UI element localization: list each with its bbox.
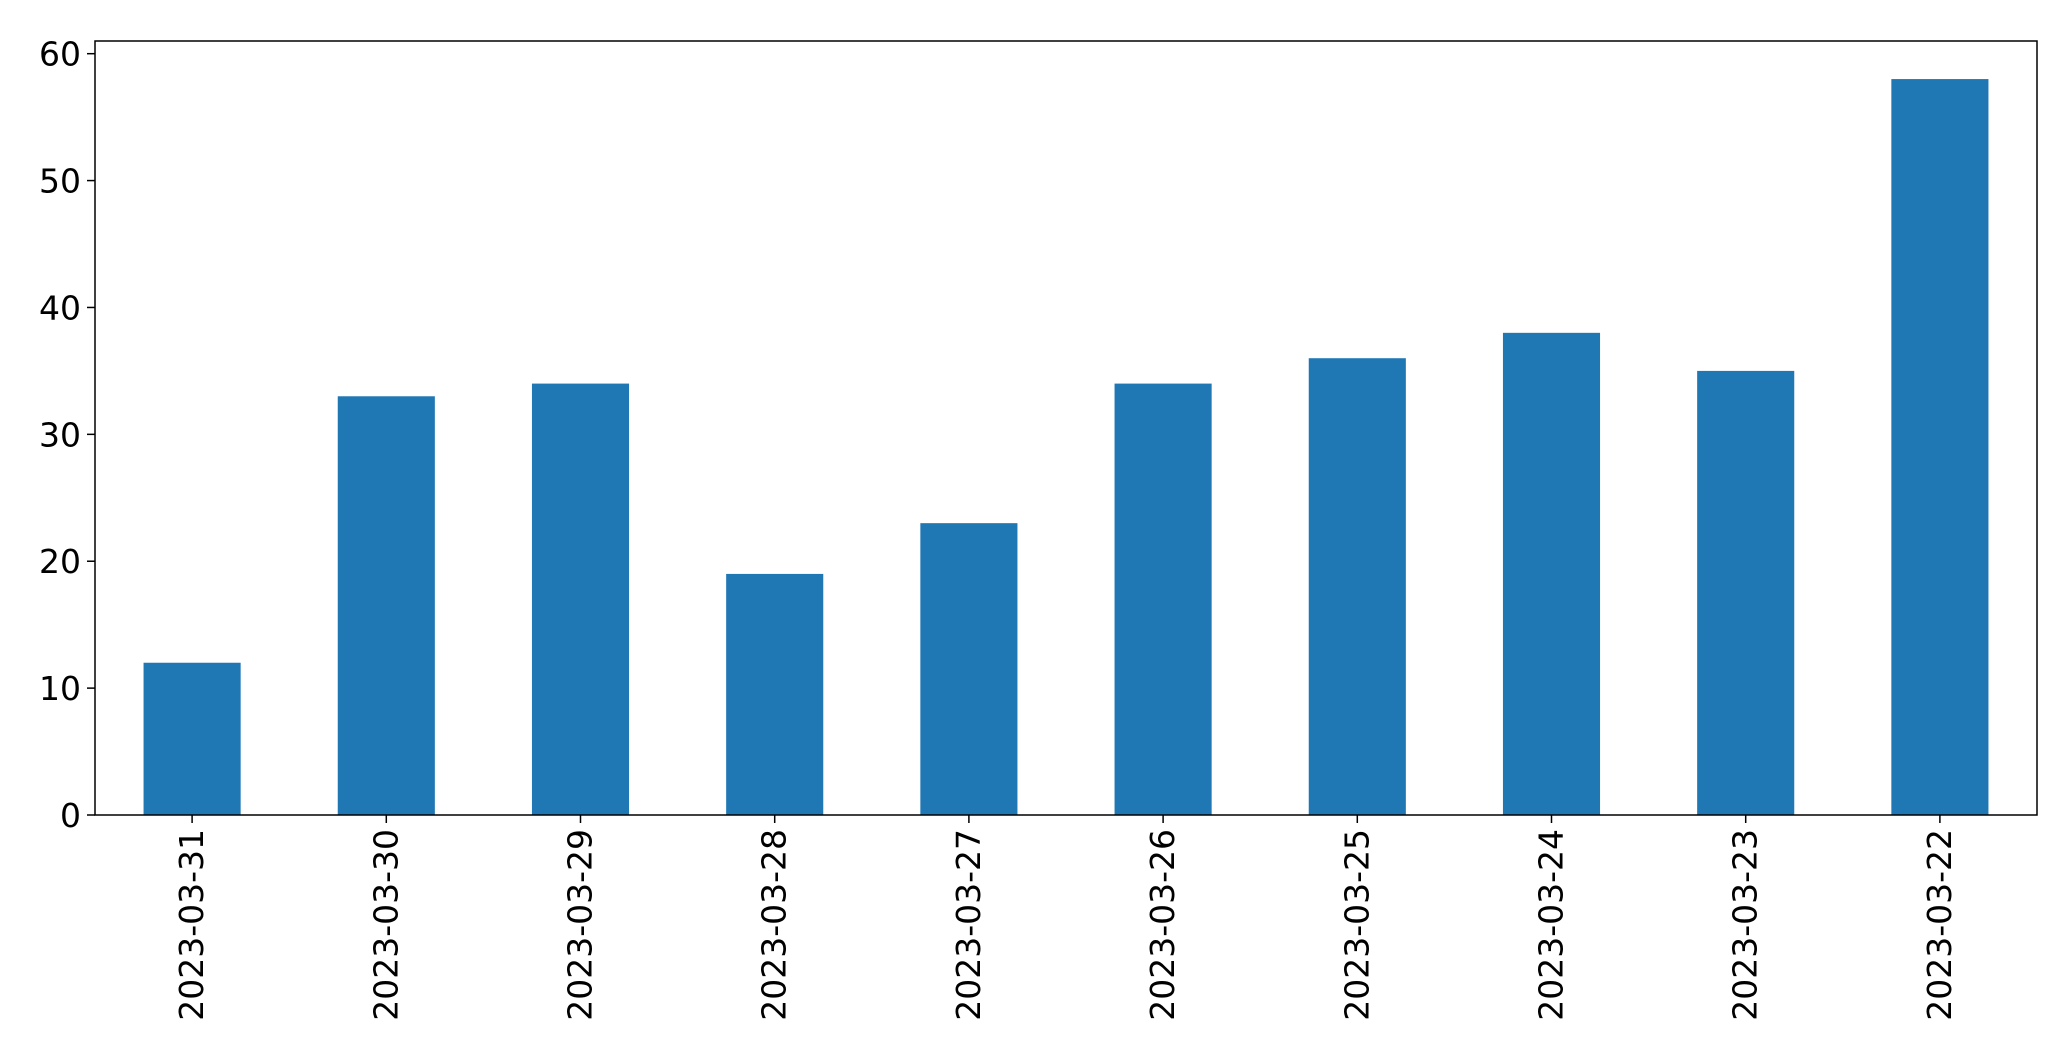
bar-2023-03-30 bbox=[337, 396, 435, 815]
y-tick-label: 60 bbox=[39, 35, 81, 74]
y-tick-label: 40 bbox=[39, 288, 81, 327]
bar-2023-03-28 bbox=[726, 573, 824, 815]
x-tick-label: 2023-03-29 bbox=[561, 829, 600, 1021]
bar-2023-03-24 bbox=[1502, 332, 1601, 815]
x-tick-label: 2023-03-28 bbox=[755, 829, 794, 1021]
x-tick-label: 2023-03-27 bbox=[949, 829, 988, 1021]
x-tick-label: 2023-03-30 bbox=[366, 829, 405, 1021]
bar-2023-03-26 bbox=[1114, 383, 1212, 815]
bar-2023-03-31 bbox=[143, 662, 241, 815]
bars-group bbox=[143, 79, 1989, 816]
x-tick-label: 2023-03-24 bbox=[1532, 829, 1571, 1021]
bar-2023-03-25 bbox=[1308, 358, 1406, 815]
bar-2023-03-29 bbox=[531, 383, 630, 815]
y-tick-label: 30 bbox=[39, 415, 81, 454]
y-tick-label: 0 bbox=[60, 796, 81, 835]
x-tick-label: 2023-03-22 bbox=[1920, 829, 1959, 1021]
x-tick-label: 2023-03-26 bbox=[1143, 829, 1182, 1021]
y-tick-label: 20 bbox=[39, 542, 81, 581]
bar-2023-03-27 bbox=[920, 523, 1018, 815]
plot-frame bbox=[94, 40, 2038, 816]
y-tick-label: 10 bbox=[39, 669, 81, 708]
x-axis: 2023-03-31 2023-03-30 2023-03-29 2023-03-28… bbox=[172, 815, 1959, 1021]
bar-2023-03-22 bbox=[1891, 79, 1989, 816]
x-tick-label: 2023-03-31 bbox=[172, 829, 211, 1021]
bar-2023-03-23 bbox=[1697, 370, 1795, 815]
x-tick-label: 2023-03-23 bbox=[1726, 829, 1765, 1021]
y-tick-label: 50 bbox=[39, 162, 81, 201]
x-tick-label: 2023-03-25 bbox=[1337, 829, 1376, 1021]
y-axis: 0 10 20 30 40 50 60 bbox=[39, 35, 95, 835]
